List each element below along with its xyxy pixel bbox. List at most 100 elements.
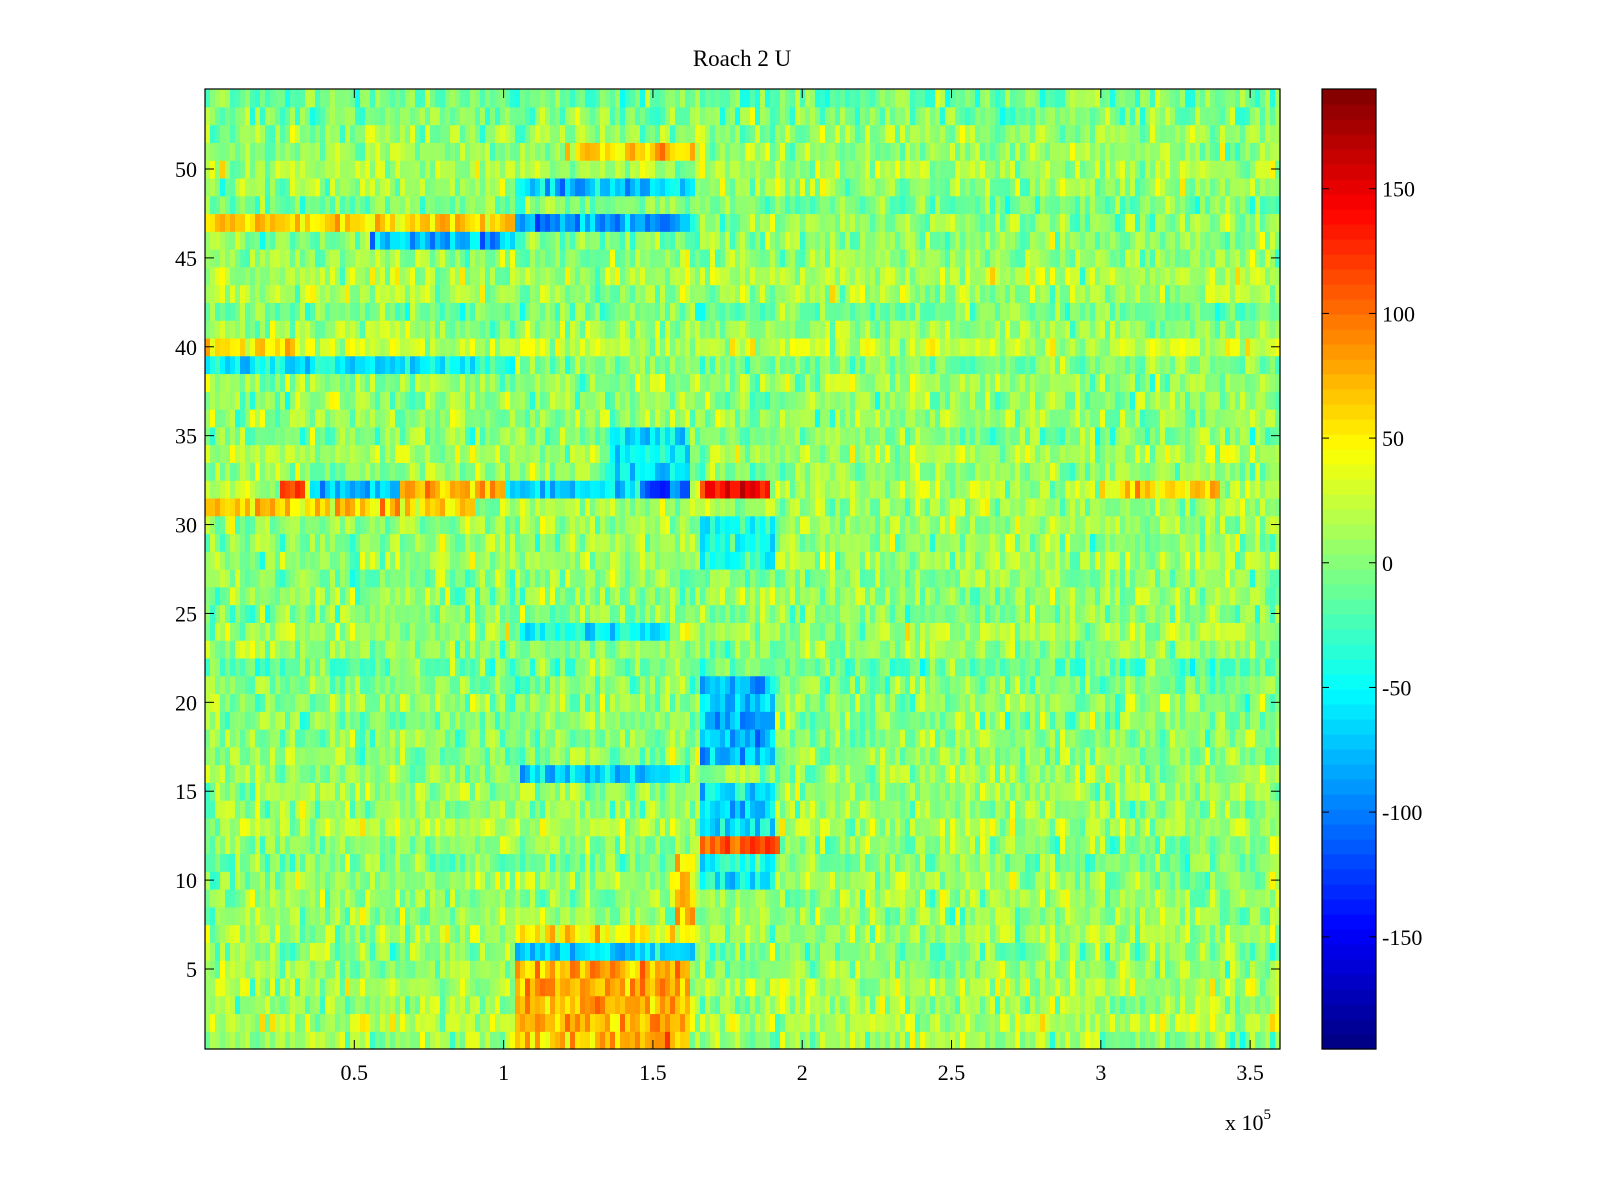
heatmap-cell — [885, 942, 891, 961]
heatmap-cell — [1250, 1031, 1256, 1050]
heatmap-cell — [645, 835, 651, 855]
heatmap-cell — [270, 640, 276, 659]
heatmap-cell — [490, 657, 496, 677]
heatmap-cell — [240, 675, 246, 695]
heatmap-cell — [605, 960, 611, 979]
heatmap-cell — [385, 693, 391, 712]
heatmap-cell — [1155, 906, 1161, 926]
heatmap-cell — [530, 889, 536, 908]
heatmap-cell — [445, 746, 451, 766]
heatmap-cell — [1045, 657, 1051, 677]
heatmap-cell — [1275, 640, 1281, 659]
heatmap-cell — [795, 746, 801, 766]
heatmap-cell — [1055, 1031, 1061, 1050]
heatmap-cell — [780, 657, 786, 677]
heatmap-cell — [665, 995, 671, 1015]
heatmap-cell — [515, 746, 521, 766]
heatmap-cell — [505, 640, 511, 659]
heatmap-cell — [770, 871, 776, 890]
heatmap-cell — [995, 960, 1001, 979]
heatmap-cell — [535, 871, 541, 890]
heatmap-cell — [290, 764, 296, 783]
heatmap-cell — [860, 942, 866, 961]
heatmap-cell — [575, 729, 581, 748]
heatmap-cell — [880, 835, 886, 855]
heatmap-cell — [335, 764, 341, 783]
heatmap-cell — [1205, 640, 1211, 659]
heatmap-cell — [865, 977, 871, 997]
heatmap-cell — [490, 924, 496, 943]
heatmap-cell — [795, 906, 801, 926]
heatmap-cell — [970, 1031, 976, 1050]
heatmap-cell — [915, 977, 921, 997]
heatmap-cell — [465, 817, 471, 837]
heatmap-cell — [965, 853, 971, 872]
heatmap-cell — [290, 746, 296, 766]
heatmap-cell — [470, 942, 476, 961]
heatmap-cell — [1065, 960, 1071, 979]
heatmap-cell — [1170, 729, 1176, 748]
heatmap-cell — [275, 657, 281, 677]
heatmap-cell — [860, 746, 866, 766]
heatmap-cell — [1055, 657, 1061, 677]
heatmap-cell — [210, 640, 216, 659]
heatmap-cell — [280, 1013, 286, 1032]
heatmap-cell — [565, 977, 571, 997]
heatmap-cell — [295, 1031, 301, 1050]
heatmap-cell — [430, 1031, 436, 1050]
heatmap-cell — [505, 675, 511, 695]
heatmap-cell — [790, 693, 796, 712]
heatmap-cell — [1010, 693, 1016, 712]
heatmap-cell — [1150, 906, 1156, 926]
heatmap-cell — [1225, 817, 1231, 837]
heatmap-cell — [765, 782, 771, 801]
heatmap-cell — [985, 817, 991, 837]
heatmap-cell — [865, 711, 871, 730]
heatmap-cell — [450, 1013, 456, 1032]
heatmap-cell — [430, 657, 436, 677]
heatmap-cell — [340, 729, 346, 748]
heatmap-cell — [420, 1013, 426, 1032]
heatmap-cell — [1230, 889, 1236, 908]
heatmap-cell — [510, 924, 516, 943]
heatmap-cell — [1030, 1031, 1036, 1050]
heatmap-cell — [1015, 640, 1021, 659]
heatmap-cell — [265, 782, 271, 801]
heatmap-cell — [895, 782, 901, 801]
heatmap-cell — [325, 871, 331, 890]
heatmap-cell — [440, 657, 446, 677]
heatmap-cell — [315, 817, 321, 837]
heatmap-cell — [380, 800, 386, 819]
heatmap-cell — [985, 675, 991, 695]
heatmap-cell — [870, 800, 876, 819]
heatmap-cell — [1240, 800, 1246, 819]
heatmap-cell — [1075, 924, 1081, 943]
heatmap-cell — [1175, 853, 1181, 872]
heatmap-cell — [775, 960, 781, 979]
heatmap-cell — [600, 729, 606, 748]
heatmap-cell — [245, 675, 251, 695]
heatmap-cell — [305, 871, 311, 890]
heatmap-cell — [1150, 711, 1156, 730]
heatmap-cell — [550, 817, 556, 837]
heatmap-cell — [675, 693, 681, 712]
heatmap-cell — [900, 889, 906, 908]
heatmap-cell — [1180, 906, 1186, 926]
heatmap-cell — [1160, 657, 1166, 677]
heatmap-cell — [310, 640, 316, 659]
heatmap-cell — [685, 1013, 691, 1032]
heatmap-cell — [835, 746, 841, 766]
heatmap-cell — [1230, 764, 1236, 783]
heatmap-cell — [300, 817, 306, 837]
heatmap-cell — [1195, 640, 1201, 659]
heatmap-cell — [1130, 675, 1136, 695]
heatmap-cell — [205, 835, 211, 855]
heatmap-cell — [770, 942, 776, 961]
heatmap-cell — [975, 764, 981, 783]
heatmap-cell — [270, 764, 276, 783]
heatmap-cell — [295, 977, 301, 997]
heatmap-cell — [1090, 800, 1096, 819]
heatmap-cell — [685, 906, 691, 926]
heatmap-cell — [330, 871, 336, 890]
heatmap-cell — [525, 942, 531, 961]
